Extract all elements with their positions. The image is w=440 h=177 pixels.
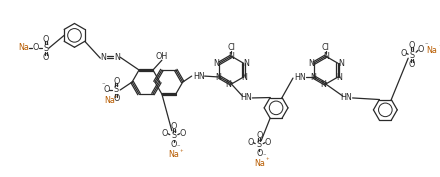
Text: S: S xyxy=(257,140,262,149)
Text: O: O xyxy=(161,129,168,138)
Text: ⁻: ⁻ xyxy=(102,82,105,88)
Text: S: S xyxy=(171,131,176,140)
Text: N: N xyxy=(213,59,219,68)
Text: ⁻: ⁻ xyxy=(177,145,180,151)
Text: O: O xyxy=(171,140,177,149)
Text: O: O xyxy=(256,131,262,140)
Text: O: O xyxy=(113,94,119,103)
Text: HN: HN xyxy=(240,93,252,102)
Text: N: N xyxy=(100,53,106,62)
Text: O: O xyxy=(247,138,253,147)
Text: ⁺: ⁺ xyxy=(438,45,440,51)
Text: S: S xyxy=(114,85,119,95)
Text: ⁺: ⁺ xyxy=(114,96,117,102)
Text: S: S xyxy=(410,51,415,60)
Text: N: N xyxy=(323,52,329,61)
Text: O: O xyxy=(103,85,110,95)
Text: ⁻: ⁻ xyxy=(262,153,266,159)
Text: Na: Na xyxy=(254,159,264,168)
Text: S: S xyxy=(43,44,48,53)
Text: ⁺: ⁺ xyxy=(180,150,183,156)
Text: O: O xyxy=(180,129,186,138)
Text: N: N xyxy=(243,59,249,68)
Text: N: N xyxy=(216,73,221,82)
Text: O: O xyxy=(113,76,119,85)
Text: O: O xyxy=(33,43,39,52)
Text: N: N xyxy=(338,59,344,68)
Text: HN: HN xyxy=(294,73,306,82)
Text: ⁻: ⁻ xyxy=(424,42,428,48)
Text: O: O xyxy=(400,49,407,58)
Text: O: O xyxy=(43,53,49,62)
Text: Na: Na xyxy=(426,46,437,55)
Text: Na: Na xyxy=(104,96,115,105)
Text: N: N xyxy=(320,79,326,88)
Text: N: N xyxy=(308,59,314,68)
Text: N: N xyxy=(225,79,231,88)
Text: N: N xyxy=(310,73,315,82)
Text: Na: Na xyxy=(18,43,29,52)
Text: N: N xyxy=(114,53,120,62)
Text: O: O xyxy=(409,41,415,50)
Text: O: O xyxy=(43,35,49,44)
Text: O: O xyxy=(171,122,177,131)
Text: HN: HN xyxy=(193,72,205,81)
Text: O: O xyxy=(418,45,424,54)
Text: Na: Na xyxy=(169,150,179,159)
Text: Cl: Cl xyxy=(227,43,235,52)
Text: O: O xyxy=(409,60,415,69)
Text: HN: HN xyxy=(341,93,352,102)
Text: O: O xyxy=(265,138,271,147)
Text: N: N xyxy=(336,73,342,82)
Text: Cl: Cl xyxy=(322,43,330,52)
Text: N: N xyxy=(228,52,235,61)
Text: OH: OH xyxy=(156,52,168,61)
Text: N: N xyxy=(242,73,247,82)
Text: ⁺: ⁺ xyxy=(265,158,269,164)
Text: O: O xyxy=(256,149,262,158)
